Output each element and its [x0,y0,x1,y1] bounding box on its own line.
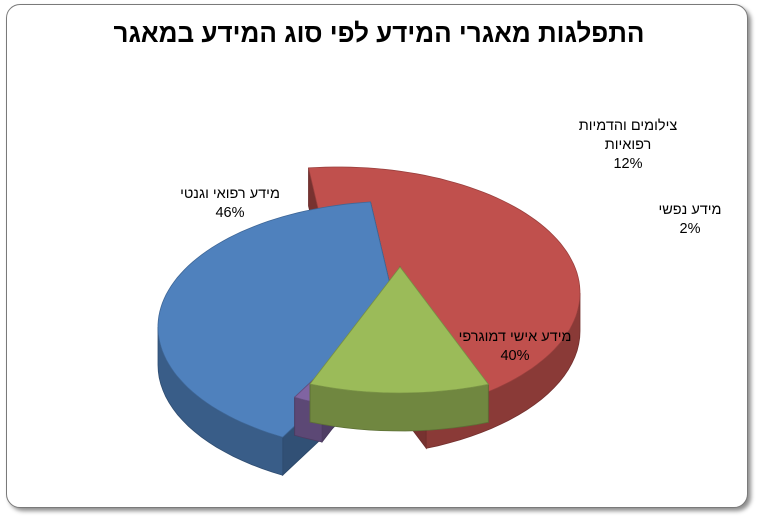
slice-label-text: צילומים והדמיות [579,117,678,134]
slice-label-text: מידע אישי דמוגרפי [459,329,572,345]
slice-label-text: מידע רפואי וגנטי [180,186,280,202]
slice-label-2: מידע נפשי 2% [658,202,721,237]
slice-label-text: מידע נפשי [658,202,721,218]
slice-1 [309,265,490,432]
pie-labels: מידע רפואי וגנטי 46% צילומים והדמיות רפואיו… [180,117,721,364]
slice-pct-label: 40% [500,348,529,364]
slice-pct-label: 2% [680,221,701,237]
slice-pct-label: 12% [613,156,642,172]
slice-top [309,266,490,394]
slice-label-0: מידע רפואי וגנטי 46% [180,186,280,221]
pie-slices [157,166,581,477]
slice-label-1: צילומים והדמיות רפואיות 12% [579,117,678,172]
slice-label-text: רפואיות [605,137,652,153]
chart-title: התפלגות מאגרי המידע לפי סוג המידע במאגר [113,18,645,48]
slice-pct-label: 46% [215,205,244,221]
slice-label-3: מידע אישי דמוגרפי 40% [459,329,572,364]
